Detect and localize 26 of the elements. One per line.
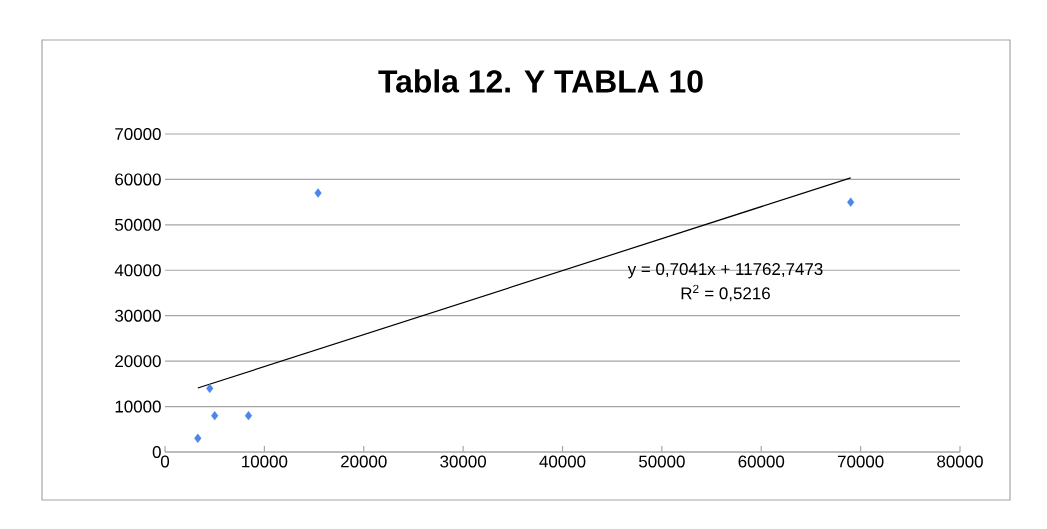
y-tick-label: 50000	[115, 218, 161, 231]
y-tick-label: 60000	[115, 173, 161, 186]
annotation: R$^{2}$ = 0,5216	[681, 284, 770, 302]
x-tick-label: 50000	[639, 455, 685, 468]
x-tick-label: 20000	[341, 455, 387, 468]
annotation: y = 0,7041x + 11762,7473	[627, 263, 823, 279]
point	[847, 197, 855, 207]
y-tick-label: 20000	[115, 355, 161, 368]
y-tick-label: 30000	[115, 309, 161, 322]
y-tick-label: 70000	[115, 127, 161, 140]
point	[194, 433, 202, 444]
chart-title: Tabla 12. Y TABLA 10	[378, 69, 703, 93]
x-tick-label: 30000	[440, 455, 487, 468]
y-tick-label: 0	[152, 445, 161, 458]
point	[244, 410, 253, 421]
x-tick-label: 70000	[837, 455, 884, 468]
x-tick-label: 0	[160, 455, 170, 468]
x-tick-label: 10000	[242, 455, 288, 468]
y-tick-label: 40000	[114, 264, 161, 277]
point	[206, 383, 214, 394]
point	[211, 410, 219, 421]
x-tick-label: 80000	[937, 455, 983, 468]
x-tick-label: 40000	[539, 455, 586, 468]
y-tick-label: 10000	[115, 400, 161, 413]
point	[314, 188, 322, 198]
x-tick-label: 60000	[738, 455, 785, 468]
